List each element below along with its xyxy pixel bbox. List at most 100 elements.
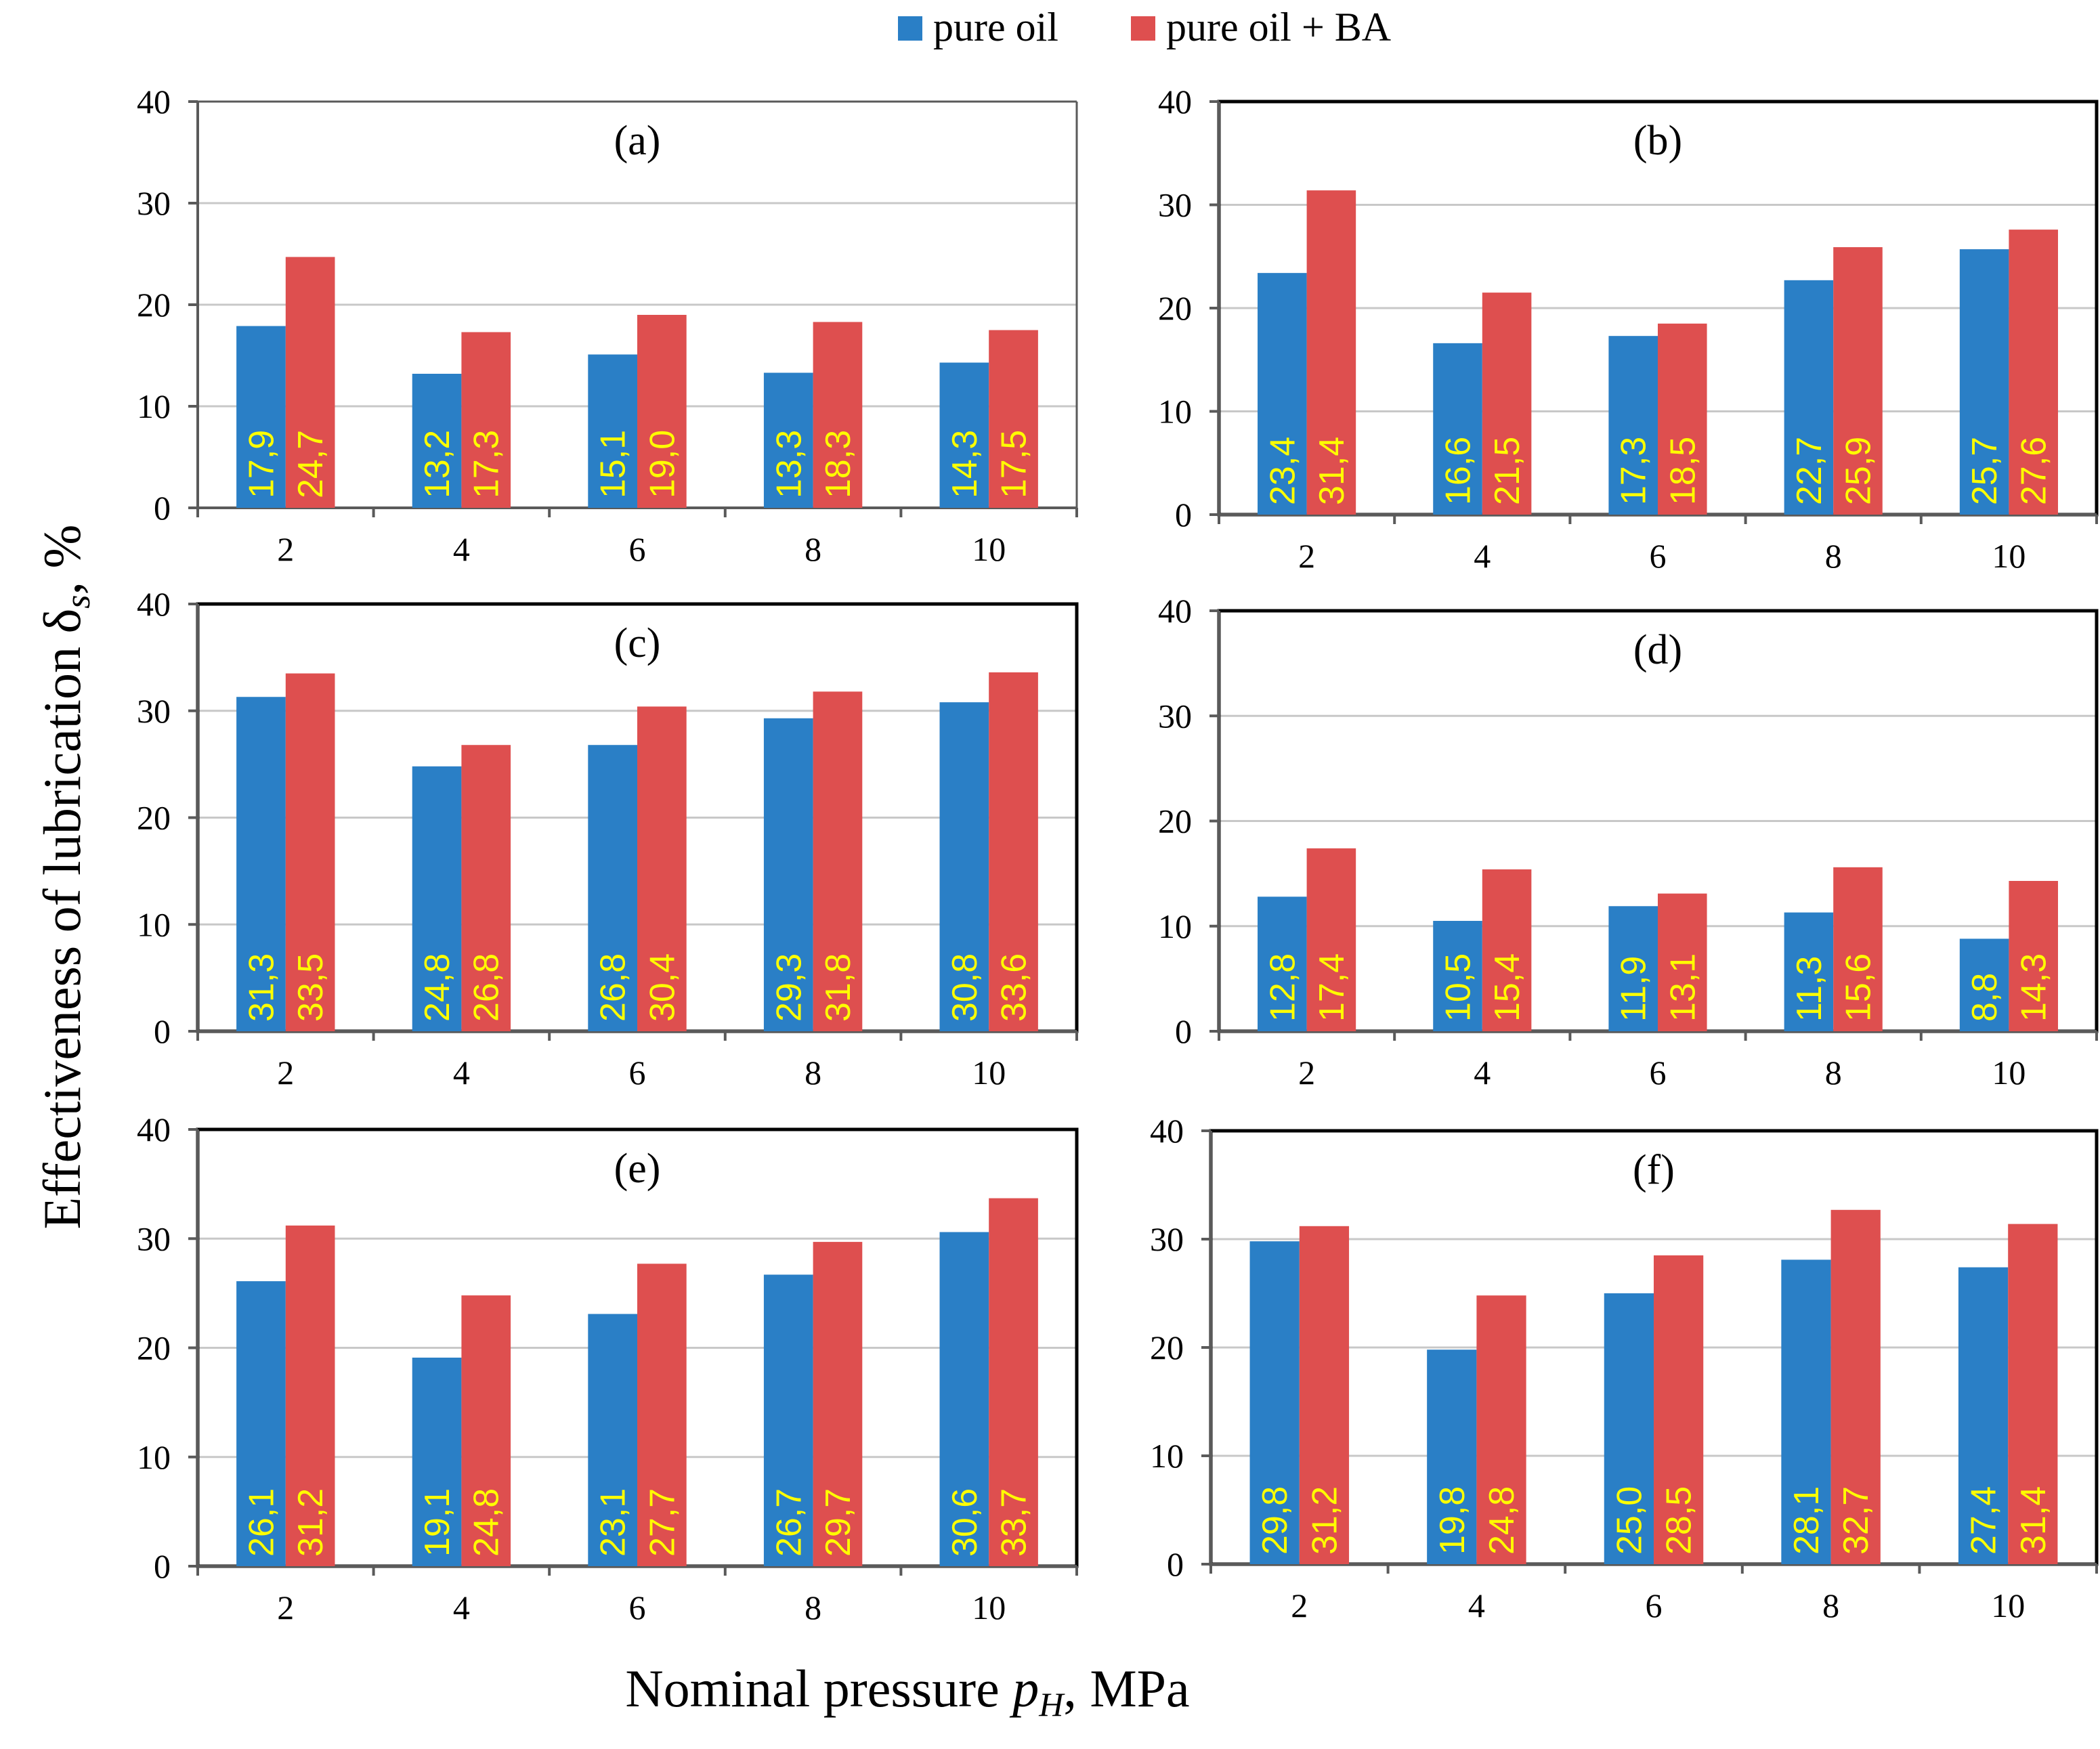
data-label: 22,7 (1790, 437, 1829, 505)
data-label: 15,1 (594, 430, 633, 498)
panel-label: (f) (1633, 1147, 1675, 1193)
bar (763, 1274, 813, 1566)
data-label: 21,5 (1488, 437, 1527, 505)
bar (1781, 1259, 1831, 1564)
x-tick-label: 4 (1468, 1586, 1485, 1624)
data-label: 19,8 (1433, 1486, 1472, 1555)
panel-label: (b) (1633, 118, 1682, 164)
bar (763, 372, 813, 508)
data-label: 27,4 (1965, 1486, 2004, 1555)
bar (2008, 1224, 2058, 1564)
bar (412, 766, 462, 1031)
bar (1433, 343, 1482, 515)
data-label: 17,3 (1614, 437, 1654, 505)
y-tick-label: 0 (1167, 1545, 1184, 1583)
bar (989, 330, 1038, 508)
data-label: 19,0 (643, 430, 682, 498)
y-tick-label: 30 (137, 1219, 171, 1257)
x-tick-label: 10 (1992, 537, 2026, 575)
bar (1608, 906, 1658, 1031)
bar (412, 374, 462, 508)
y-tick-label: 20 (1158, 289, 1192, 327)
x-tick-label: 4 (453, 1589, 470, 1626)
bar (461, 745, 511, 1031)
bar (1476, 1295, 1526, 1564)
data-label: 26,8 (467, 953, 507, 1022)
x-tick-label: 6 (629, 530, 646, 568)
y-tick-label: 40 (137, 585, 171, 623)
data-label: 24,7 (291, 430, 330, 498)
data-label: 12,8 (1263, 953, 1302, 1022)
legend-label-pure-oil: pure oil (933, 5, 1058, 49)
chart-panel: 0 10 20 30 40 2 23,4 31,4 4 16,6 21,5 6 17,3 18,5 8 22,… (1158, 83, 2099, 575)
x-tick-label: 2 (1298, 1054, 1315, 1092)
data-label: 16,6 (1439, 437, 1478, 505)
x-axis-title: Nominal pressure pH, MPa (625, 1659, 1189, 1723)
y-tick-label: 40 (137, 1110, 171, 1148)
data-label: 18,5 (1663, 437, 1702, 505)
data-label: 27,6 (2015, 437, 2054, 505)
data-label: 24,8 (467, 1488, 507, 1557)
x-tick-label: 8 (805, 530, 821, 568)
bar (1654, 1255, 1704, 1564)
data-label: 23,1 (594, 1488, 633, 1557)
x-tick-label: 8 (1825, 1054, 1842, 1092)
bar (1482, 869, 1532, 1031)
y-axis-title: Effectiveness of lubrication δs, % (33, 524, 98, 1229)
bar (1306, 848, 1356, 1031)
data-label: 17,9 (242, 430, 281, 498)
data-label: 33,7 (995, 1488, 1034, 1557)
bar (1608, 336, 1658, 515)
y-tick-label: 0 (154, 1547, 171, 1585)
panel-label: (a) (614, 118, 661, 164)
x-tick-label: 2 (277, 1589, 294, 1626)
legend-label-pure-oil-ba: pure oil + BA (1166, 5, 1391, 49)
y-tick-label: 0 (1175, 496, 1192, 534)
x-tick-label: 4 (1474, 537, 1491, 575)
bar (236, 326, 286, 508)
y-tick-label: 0 (1175, 1012, 1192, 1050)
bar (2009, 230, 2058, 515)
data-label: 17,4 (1312, 953, 1352, 1022)
x-tick-label: 4 (453, 530, 470, 568)
y-tick-label: 10 (1158, 393, 1192, 431)
chart-panel: 0 10 20 30 40 2 17,9 24,7 4 13,2 17,3 6 15,1 19,0 8 13,… (137, 83, 1078, 568)
bar (939, 702, 989, 1031)
data-label: 24,8 (418, 953, 457, 1022)
bar (1958, 1267, 2009, 1564)
x-tick-label: 2 (277, 1054, 294, 1092)
data-label: 30,6 (945, 1488, 985, 1557)
x-tick-label: 2 (277, 530, 294, 568)
y-tick-label: 10 (1150, 1437, 1184, 1475)
bar (461, 332, 511, 508)
y-tick-label: 10 (137, 905, 171, 943)
y-tick-label: 40 (1158, 592, 1192, 630)
bar (588, 1314, 637, 1566)
data-label: 14,3 (2015, 953, 2054, 1022)
y-tick-label: 0 (154, 1012, 171, 1050)
bar (236, 697, 286, 1031)
chart-panel: 0 10 20 30 40 2 29,8 31,2 4 19,8 24,8 6 25,0 28,5 8 28,… (1150, 1112, 2099, 1624)
data-label: 31,8 (819, 953, 858, 1022)
data-label: 23,4 (1263, 437, 1302, 505)
data-label: 31,4 (1312, 437, 1352, 505)
data-label: 11,9 (1614, 956, 1654, 1022)
bar (1833, 247, 1883, 515)
data-label: 19,1 (418, 1488, 457, 1557)
x-tick-label: 6 (629, 1589, 646, 1626)
data-label: 26,1 (242, 1488, 281, 1557)
bar (2009, 880, 2058, 1031)
bar (939, 1232, 989, 1566)
data-label: 11,3 (1790, 956, 1829, 1022)
data-label: 15,4 (1488, 953, 1527, 1022)
data-label: 30,4 (643, 953, 682, 1022)
bar (1249, 1241, 1300, 1564)
data-label: 13,2 (418, 430, 457, 498)
data-label: 13,3 (769, 430, 809, 498)
x-tick-label: 10 (972, 1589, 1006, 1626)
x-tick-label: 6 (1650, 1054, 1667, 1092)
data-label: 32,7 (1837, 1486, 1876, 1555)
chart-panel: 0 10 20 30 40 2 12,8 17,4 4 10,5 15,4 6 11,9 13,1 8 11,… (1158, 592, 2099, 1092)
bar (285, 673, 335, 1031)
bar (1658, 323, 1707, 515)
